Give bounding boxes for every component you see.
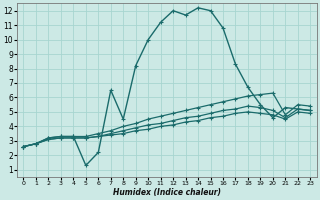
X-axis label: Humidex (Indice chaleur): Humidex (Indice chaleur) bbox=[113, 188, 221, 197]
